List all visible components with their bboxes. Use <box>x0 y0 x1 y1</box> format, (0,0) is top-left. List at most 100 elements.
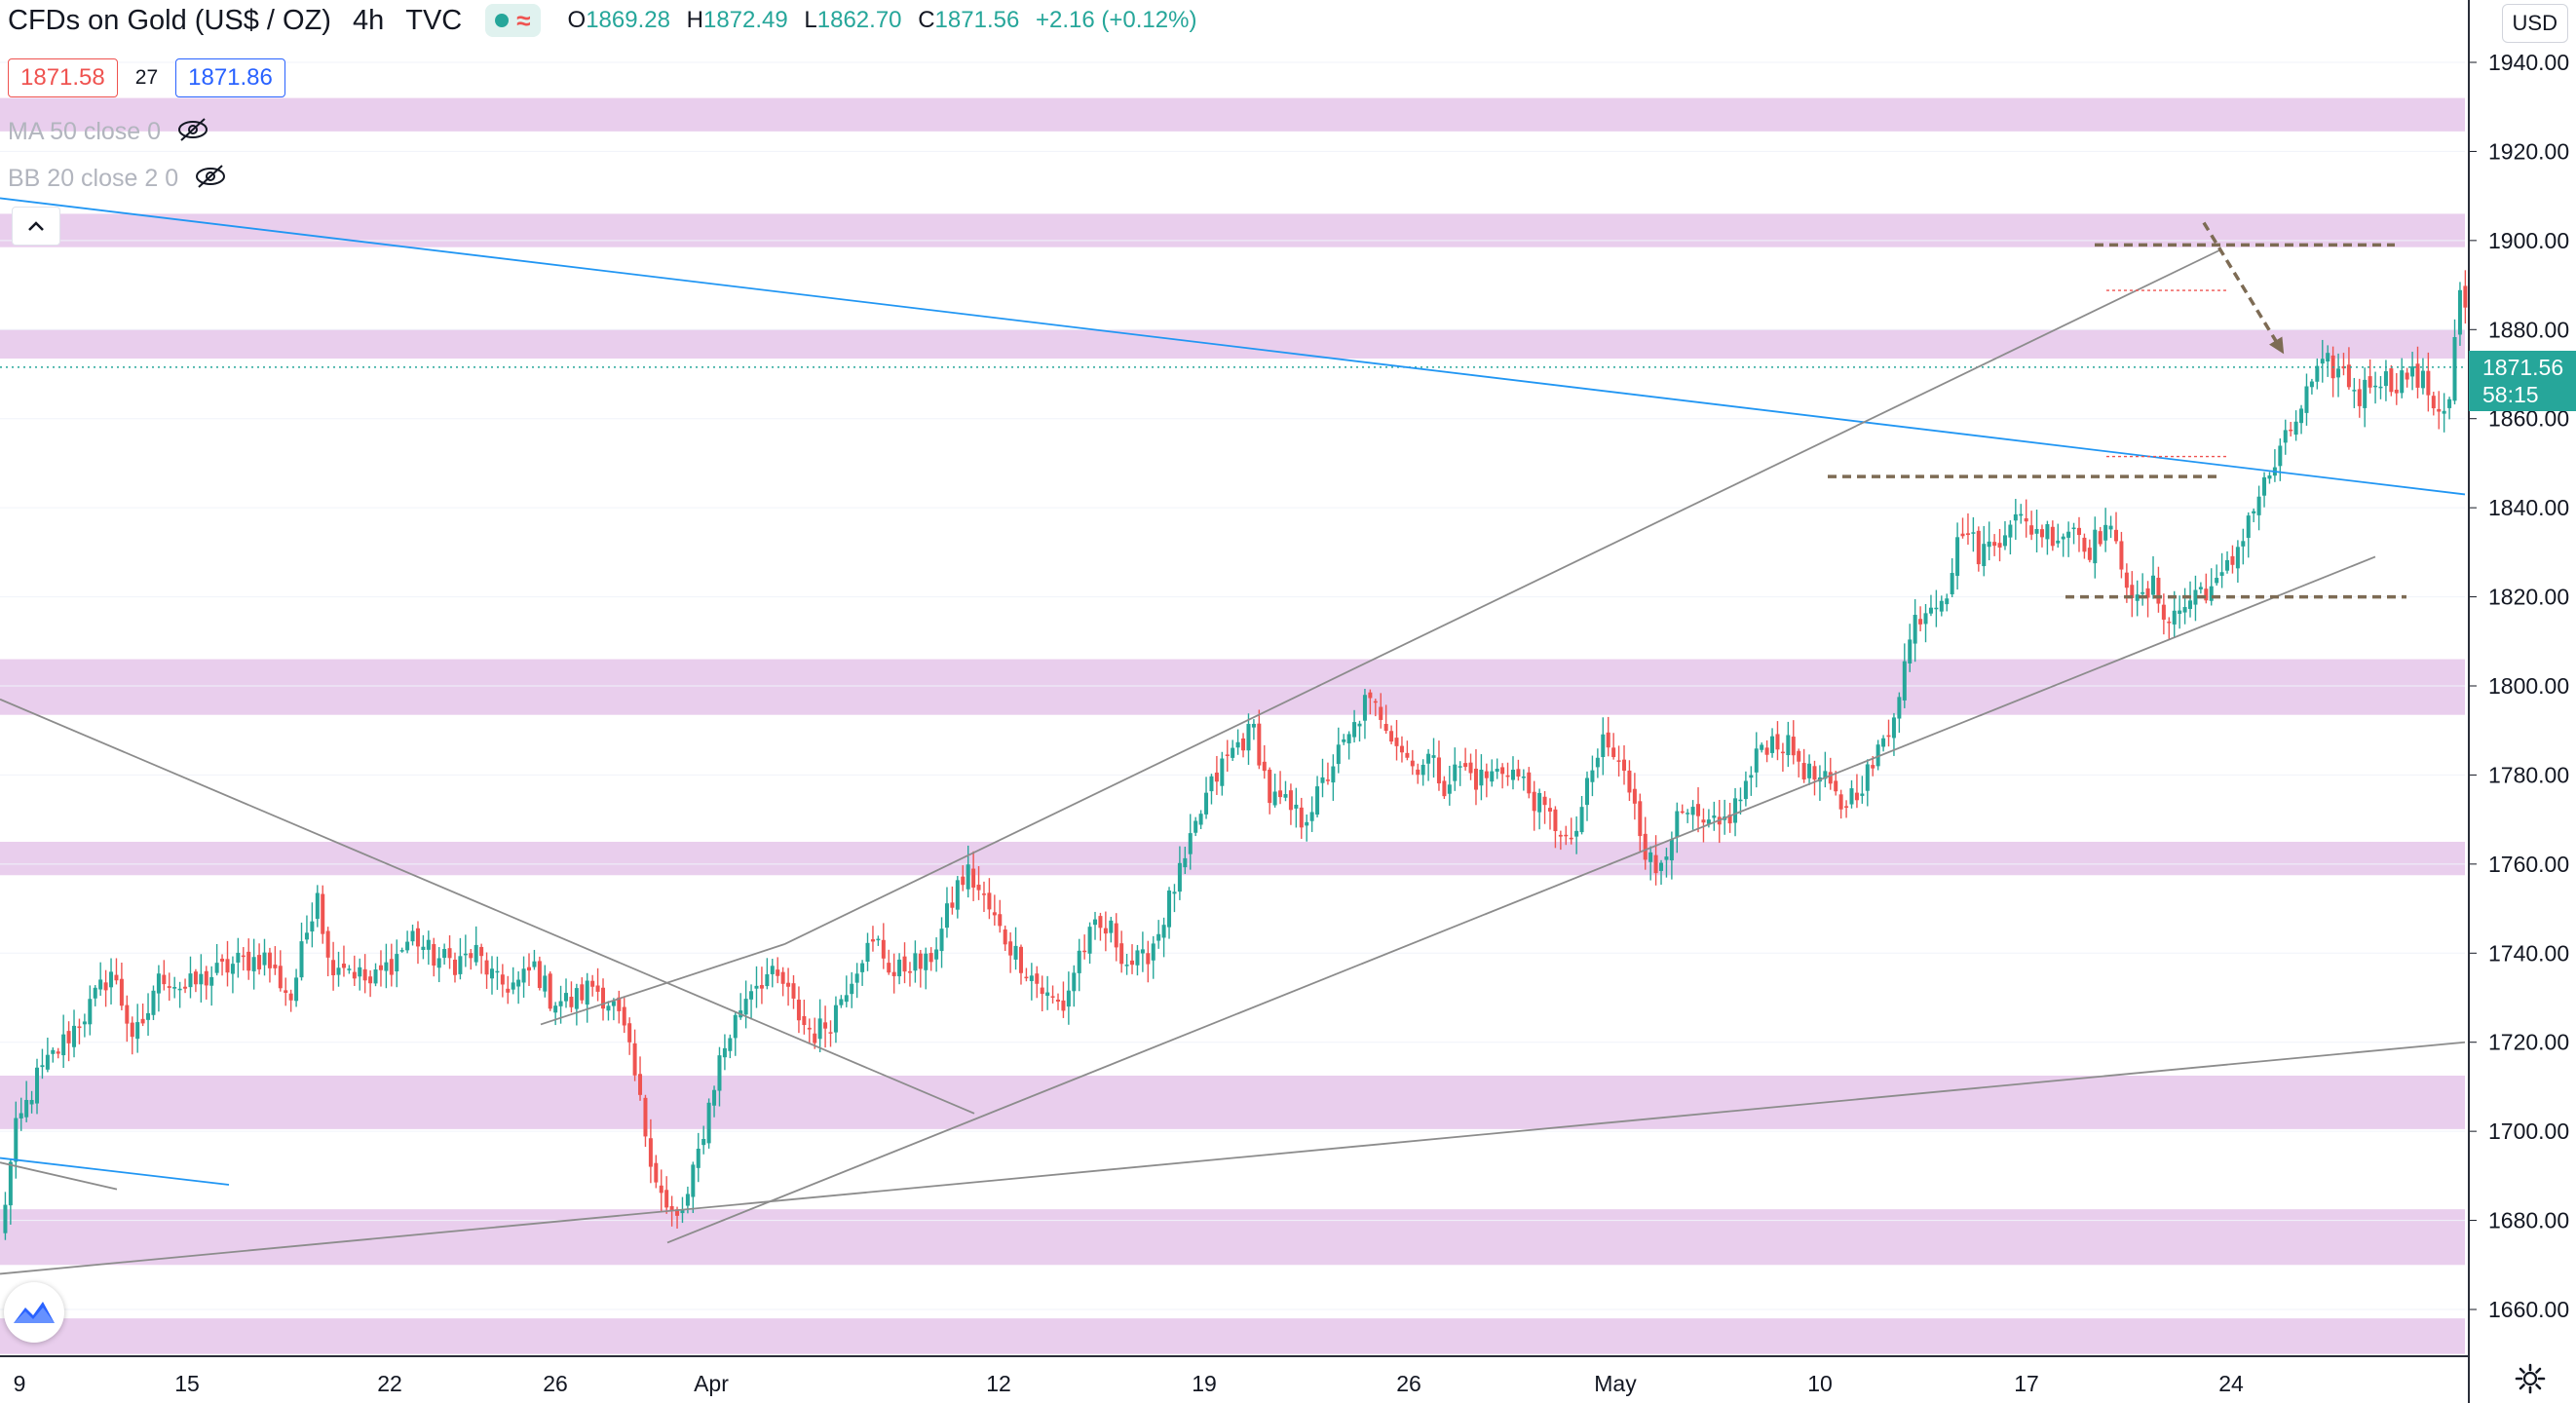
y-axis-tick-label: 1880.00 <box>2488 317 2569 342</box>
spread-value: 27 <box>134 66 159 89</box>
candle-body <box>527 967 531 971</box>
candle-body <box>548 973 552 1009</box>
candle-body <box>2103 524 2108 541</box>
sell-button[interactable]: 1871.58 <box>8 58 118 97</box>
candle-body <box>1336 744 1341 765</box>
market-status-badge[interactable]: ≈ <box>485 4 541 37</box>
candle-body <box>1399 745 1404 753</box>
candle-body <box>56 1051 60 1054</box>
candle-body <box>928 953 933 963</box>
time-axis-background <box>0 1357 2469 1403</box>
candle-body <box>733 1014 738 1039</box>
candle-body <box>1198 814 1203 825</box>
candle-body <box>1648 852 1653 862</box>
candle-body <box>1368 692 1373 699</box>
gear-icon[interactable] <box>2514 1362 2547 1395</box>
interval-label[interactable]: 4h <box>352 4 385 36</box>
candle-body <box>447 948 452 959</box>
candle-body <box>1934 607 1939 610</box>
candle-body <box>2415 363 2420 388</box>
candle-body <box>1362 695 1367 721</box>
candle-body <box>2357 389 2362 406</box>
candle-body <box>1871 765 1875 769</box>
candle-body <box>1865 764 1870 791</box>
candle-body <box>870 939 875 942</box>
candle-body <box>3 1204 8 1233</box>
candle-body <box>1484 771 1489 778</box>
candle-body <box>1950 573 1954 594</box>
price-zone <box>0 842 2465 876</box>
candle-body <box>1193 820 1198 833</box>
indicator-bb[interactable]: BB 20 close 2 0 <box>8 164 227 194</box>
symbol-title[interactable]: CFDs on Gold (US$ / OZ) <box>8 4 331 36</box>
candle-body <box>1373 701 1378 703</box>
candle-body <box>791 983 796 999</box>
candle-body <box>1918 619 1923 625</box>
candle-body <box>1246 724 1251 751</box>
candle-body <box>1712 815 1717 818</box>
candle-body <box>336 967 341 975</box>
candle-body <box>924 953 928 970</box>
eye-hidden-icon[interactable] <box>176 117 209 147</box>
candle-body <box>1331 766 1336 783</box>
y-axis-tick-label: 1780.00 <box>2488 762 2569 787</box>
candle-body <box>1447 784 1452 794</box>
candle-body <box>1410 760 1415 767</box>
candle-body <box>643 1097 648 1137</box>
candle-body <box>749 991 754 1000</box>
candle-body <box>2193 589 2198 605</box>
x-axis-tick-label: 9 <box>14 1371 26 1396</box>
candle-body <box>2452 337 2457 401</box>
candle-body <box>119 978 124 1006</box>
candle-body <box>2178 610 2182 614</box>
indicator-ma[interactable]: MA 50 close 0 <box>8 117 209 147</box>
y-axis-tick-label: 1700.00 <box>2488 1119 2569 1144</box>
candle-body <box>2262 476 2267 496</box>
candle-body <box>685 1194 690 1206</box>
candle-body <box>1844 806 1849 809</box>
candle-body <box>1797 750 1801 762</box>
candle-body <box>558 1001 563 1006</box>
candle-body <box>881 939 886 959</box>
candle-body <box>2442 410 2446 414</box>
candle-body <box>934 949 939 960</box>
candle-body <box>262 952 267 966</box>
candle-body <box>278 966 283 989</box>
candle-body <box>1495 768 1499 772</box>
candle-body <box>1585 777 1589 806</box>
candle-body <box>1241 738 1246 751</box>
candle-body <box>193 971 198 985</box>
bar-countdown: 58:15 <box>2482 382 2539 407</box>
currency-button[interactable]: USD <box>2501 4 2568 43</box>
candle-body <box>1209 776 1214 792</box>
collapse-legend-button[interactable] <box>12 207 60 246</box>
candle-body <box>606 1005 611 1011</box>
candle-body <box>1214 772 1219 782</box>
candle-body <box>204 970 208 986</box>
y-axis-tick-label: 1760.00 <box>2488 852 2569 877</box>
eye-hidden-icon[interactable] <box>194 164 227 194</box>
candle-body <box>1659 862 1664 871</box>
candle-body <box>1479 769 1484 786</box>
candle-body <box>373 969 378 984</box>
candle-body <box>1204 792 1209 815</box>
candle-body <box>1690 807 1695 815</box>
candle-body <box>780 971 785 984</box>
candle-body <box>1029 975 1034 981</box>
candle-body <box>2256 496 2261 515</box>
candle-body <box>981 893 986 895</box>
candle-body <box>1632 788 1637 804</box>
candle-body <box>1098 916 1103 929</box>
trade-buttons: 1871.58 27 1871.86 <box>8 58 285 97</box>
tradingview-logo[interactable] <box>4 1282 64 1343</box>
candle-body <box>399 950 404 952</box>
candle-body <box>1701 819 1706 823</box>
candle-body <box>109 971 114 988</box>
candle-body <box>595 985 600 992</box>
candle-body <box>1342 739 1346 742</box>
candle-body <box>1875 744 1880 767</box>
candle-body <box>839 999 844 1005</box>
candle-body <box>2299 408 2304 424</box>
buy-button[interactable]: 1871.86 <box>175 58 285 97</box>
